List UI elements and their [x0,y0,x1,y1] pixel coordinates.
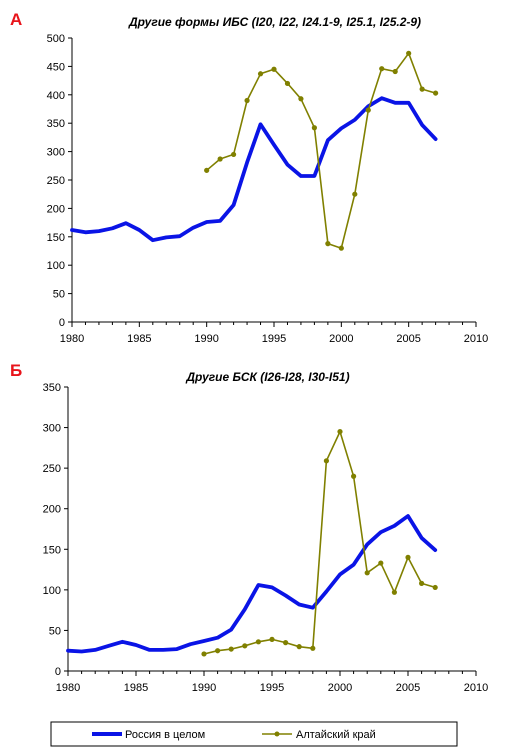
data-point-altai [298,96,304,102]
data-point-altai [201,651,207,657]
x-tick-label: 1985 [127,333,151,345]
legend-label-altai: Алтайский край [296,729,376,741]
y-tick-label: 300 [43,423,61,435]
data-point-altai [284,80,291,87]
data-point-altai [419,580,425,586]
x-tick-label: 2005 [396,682,420,694]
y-tick-label: 500 [47,33,65,45]
y-tick-label: 250 [47,175,65,187]
data-point-altai [392,68,398,75]
y-tick-label: 250 [43,463,61,475]
y-tick-label: 200 [43,504,61,516]
panel-label-a: А [10,10,22,29]
x-tick-label: 1995 [260,682,284,694]
data-point-altai [351,473,357,479]
x-tick-label: 1995 [262,333,286,345]
y-tick-label: 0 [55,666,61,678]
data-point-altai [325,241,331,247]
series-line-altai [205,52,437,249]
panel-label-b: Б [10,361,22,380]
x-tick-label: 2010 [464,333,488,345]
data-point-altai [269,636,275,642]
data-point-altai [310,645,316,651]
series-line-russia [66,514,438,654]
x-tick-label: 2000 [329,333,353,345]
y-tick-label: 100 [47,260,65,272]
y-tick-label: 150 [43,544,61,556]
data-point-altai [352,191,358,197]
data-point-altai [283,640,289,646]
x-tick-label: 1990 [194,333,218,345]
chart-panel-a: А Другие формы ИБС (I20, I22, I24.1-9, I… [10,10,488,345]
legend-label-russia: Россия в целом [125,729,205,741]
x-tick-label: 2010 [464,682,488,694]
data-point-altai [323,458,329,464]
x-tick-label: 1990 [192,682,216,694]
data-point-altai [365,107,371,113]
y-tick-label: 200 [47,203,65,215]
x-tick-label: 2000 [328,682,352,694]
x-tick-label: 2005 [396,333,420,345]
data-point-altai [231,151,237,158]
data-point-altai [432,584,438,591]
data-point-altai [215,648,221,654]
data-point-altai [378,560,384,566]
x-tick-label: 1980 [60,333,84,345]
data-point-altai [405,554,411,561]
data-point-altai [419,86,425,92]
x-tick-label: 1985 [124,682,148,694]
y-tick-label: 50 [53,289,65,301]
chart-panel-b: Б Другие БСК (I26-I28, I30-I51) 0 50 100 15… [10,361,488,694]
data-point-altai [204,167,210,173]
data-point-altai [364,570,370,576]
y-tick-label: 100 [43,585,61,597]
data-point-altai [406,50,412,56]
y-tick-label: 450 [47,61,65,73]
y-tick-label: 50 [49,625,61,637]
chart-legend: Россия в целом Алтайский край [50,721,458,747]
data-point-altai [255,639,261,645]
data-point-altai [296,644,302,650]
data-point-altai [228,646,234,652]
x-tick-label: 1980 [56,682,80,694]
y-tick-label: 0 [59,317,65,329]
y-tick-label: 300 [47,147,65,159]
series-line-russia [70,96,438,243]
legend-marker-altai [274,731,280,737]
data-point-altai [311,125,317,131]
data-point-altai [244,97,250,104]
data-point-altai [257,71,264,77]
data-point-altai [271,66,277,72]
y-tick-label: 150 [47,232,65,244]
data-point-altai [391,589,397,595]
data-point-altai [433,90,439,96]
y-tick-label: 350 [47,118,65,130]
data-point-altai [337,429,343,435]
y-tick-label: 350 [43,382,61,394]
chart-title-b: Другие БСК (I26-I28, I30-I51) [185,370,349,384]
data-point-altai [379,66,385,72]
data-point-altai [242,643,248,649]
data-point-altai [217,156,223,162]
y-tick-label: 400 [47,90,65,102]
data-point-altai [338,245,344,251]
chart-title-a: Другие формы ИБС (I20, I22, I24.1-9, I25… [128,15,421,29]
